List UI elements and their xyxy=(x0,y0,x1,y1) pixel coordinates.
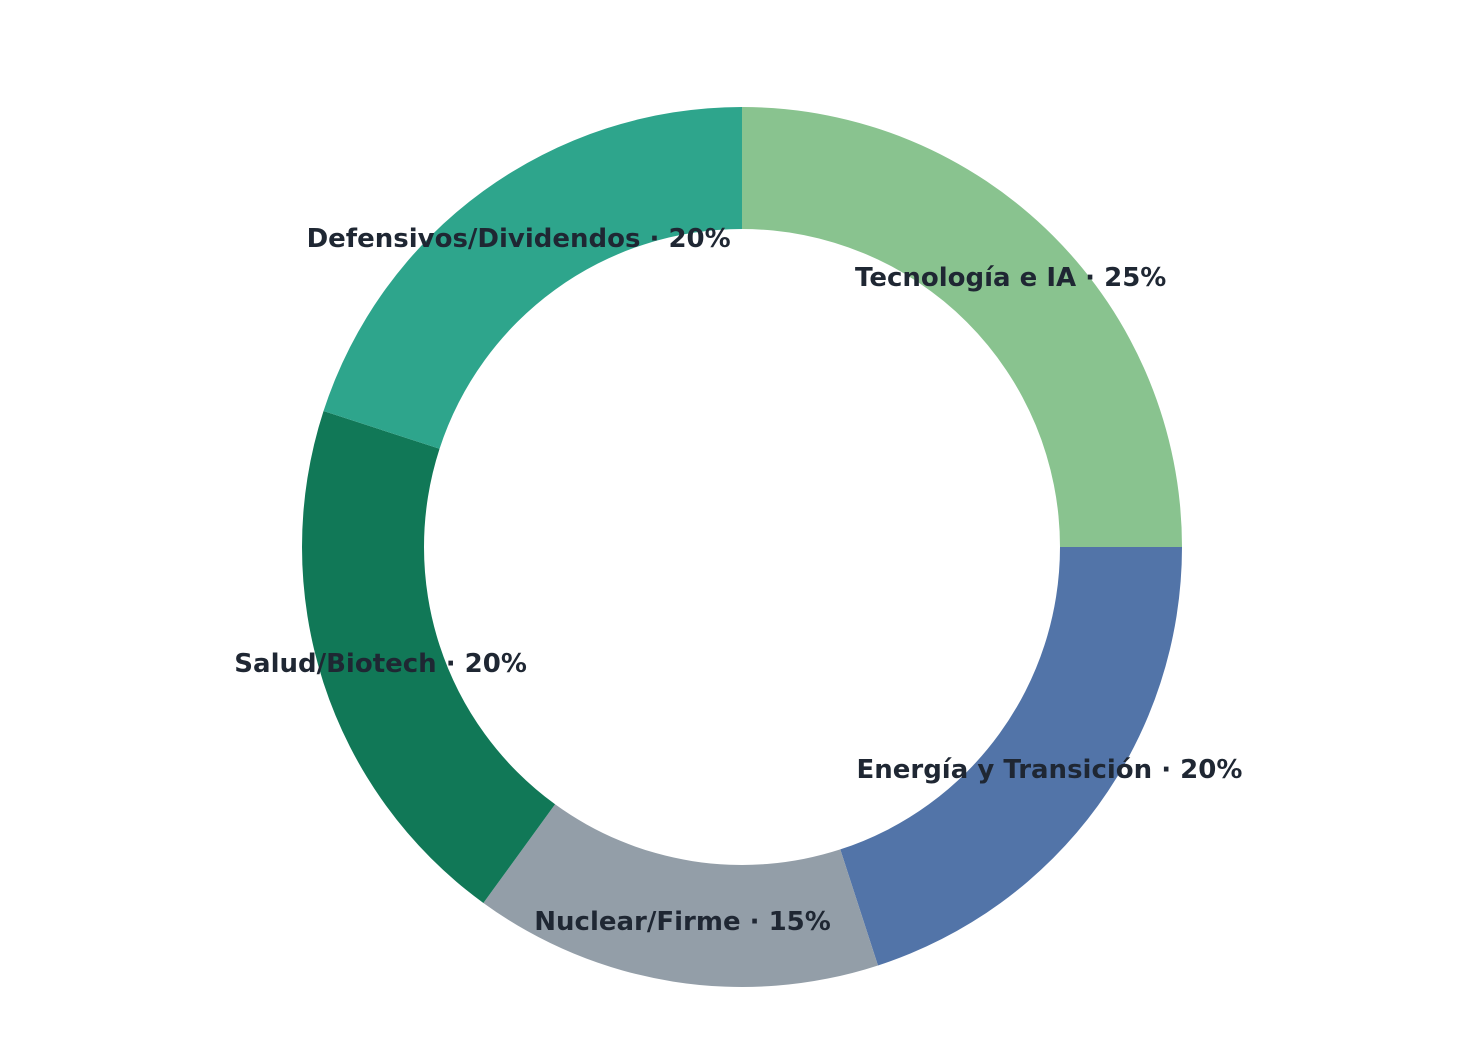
slices-layer xyxy=(301,107,1182,987)
slice-label-2: Energía y Transición · 20% xyxy=(856,755,1242,785)
slice-label-5: Defensivos/Dividendos · 20% xyxy=(307,224,731,254)
slice-label-3: Nuclear/Firme · 15% xyxy=(534,907,831,937)
slice-label-1: Tecnología e IA · 25% xyxy=(855,263,1166,293)
donut-slice-2[interactable] xyxy=(840,547,1182,966)
donut-slice-5[interactable] xyxy=(323,107,742,449)
donut-slice-4[interactable] xyxy=(301,411,556,903)
slice-label-4: Salud/Biotech · 20% xyxy=(234,649,527,679)
labels-layer: Tecnología e IA · 25% Energía y Transició… xyxy=(234,224,1242,937)
donut-slice-1[interactable] xyxy=(742,107,1182,547)
donut-slice-3[interactable] xyxy=(483,804,878,987)
